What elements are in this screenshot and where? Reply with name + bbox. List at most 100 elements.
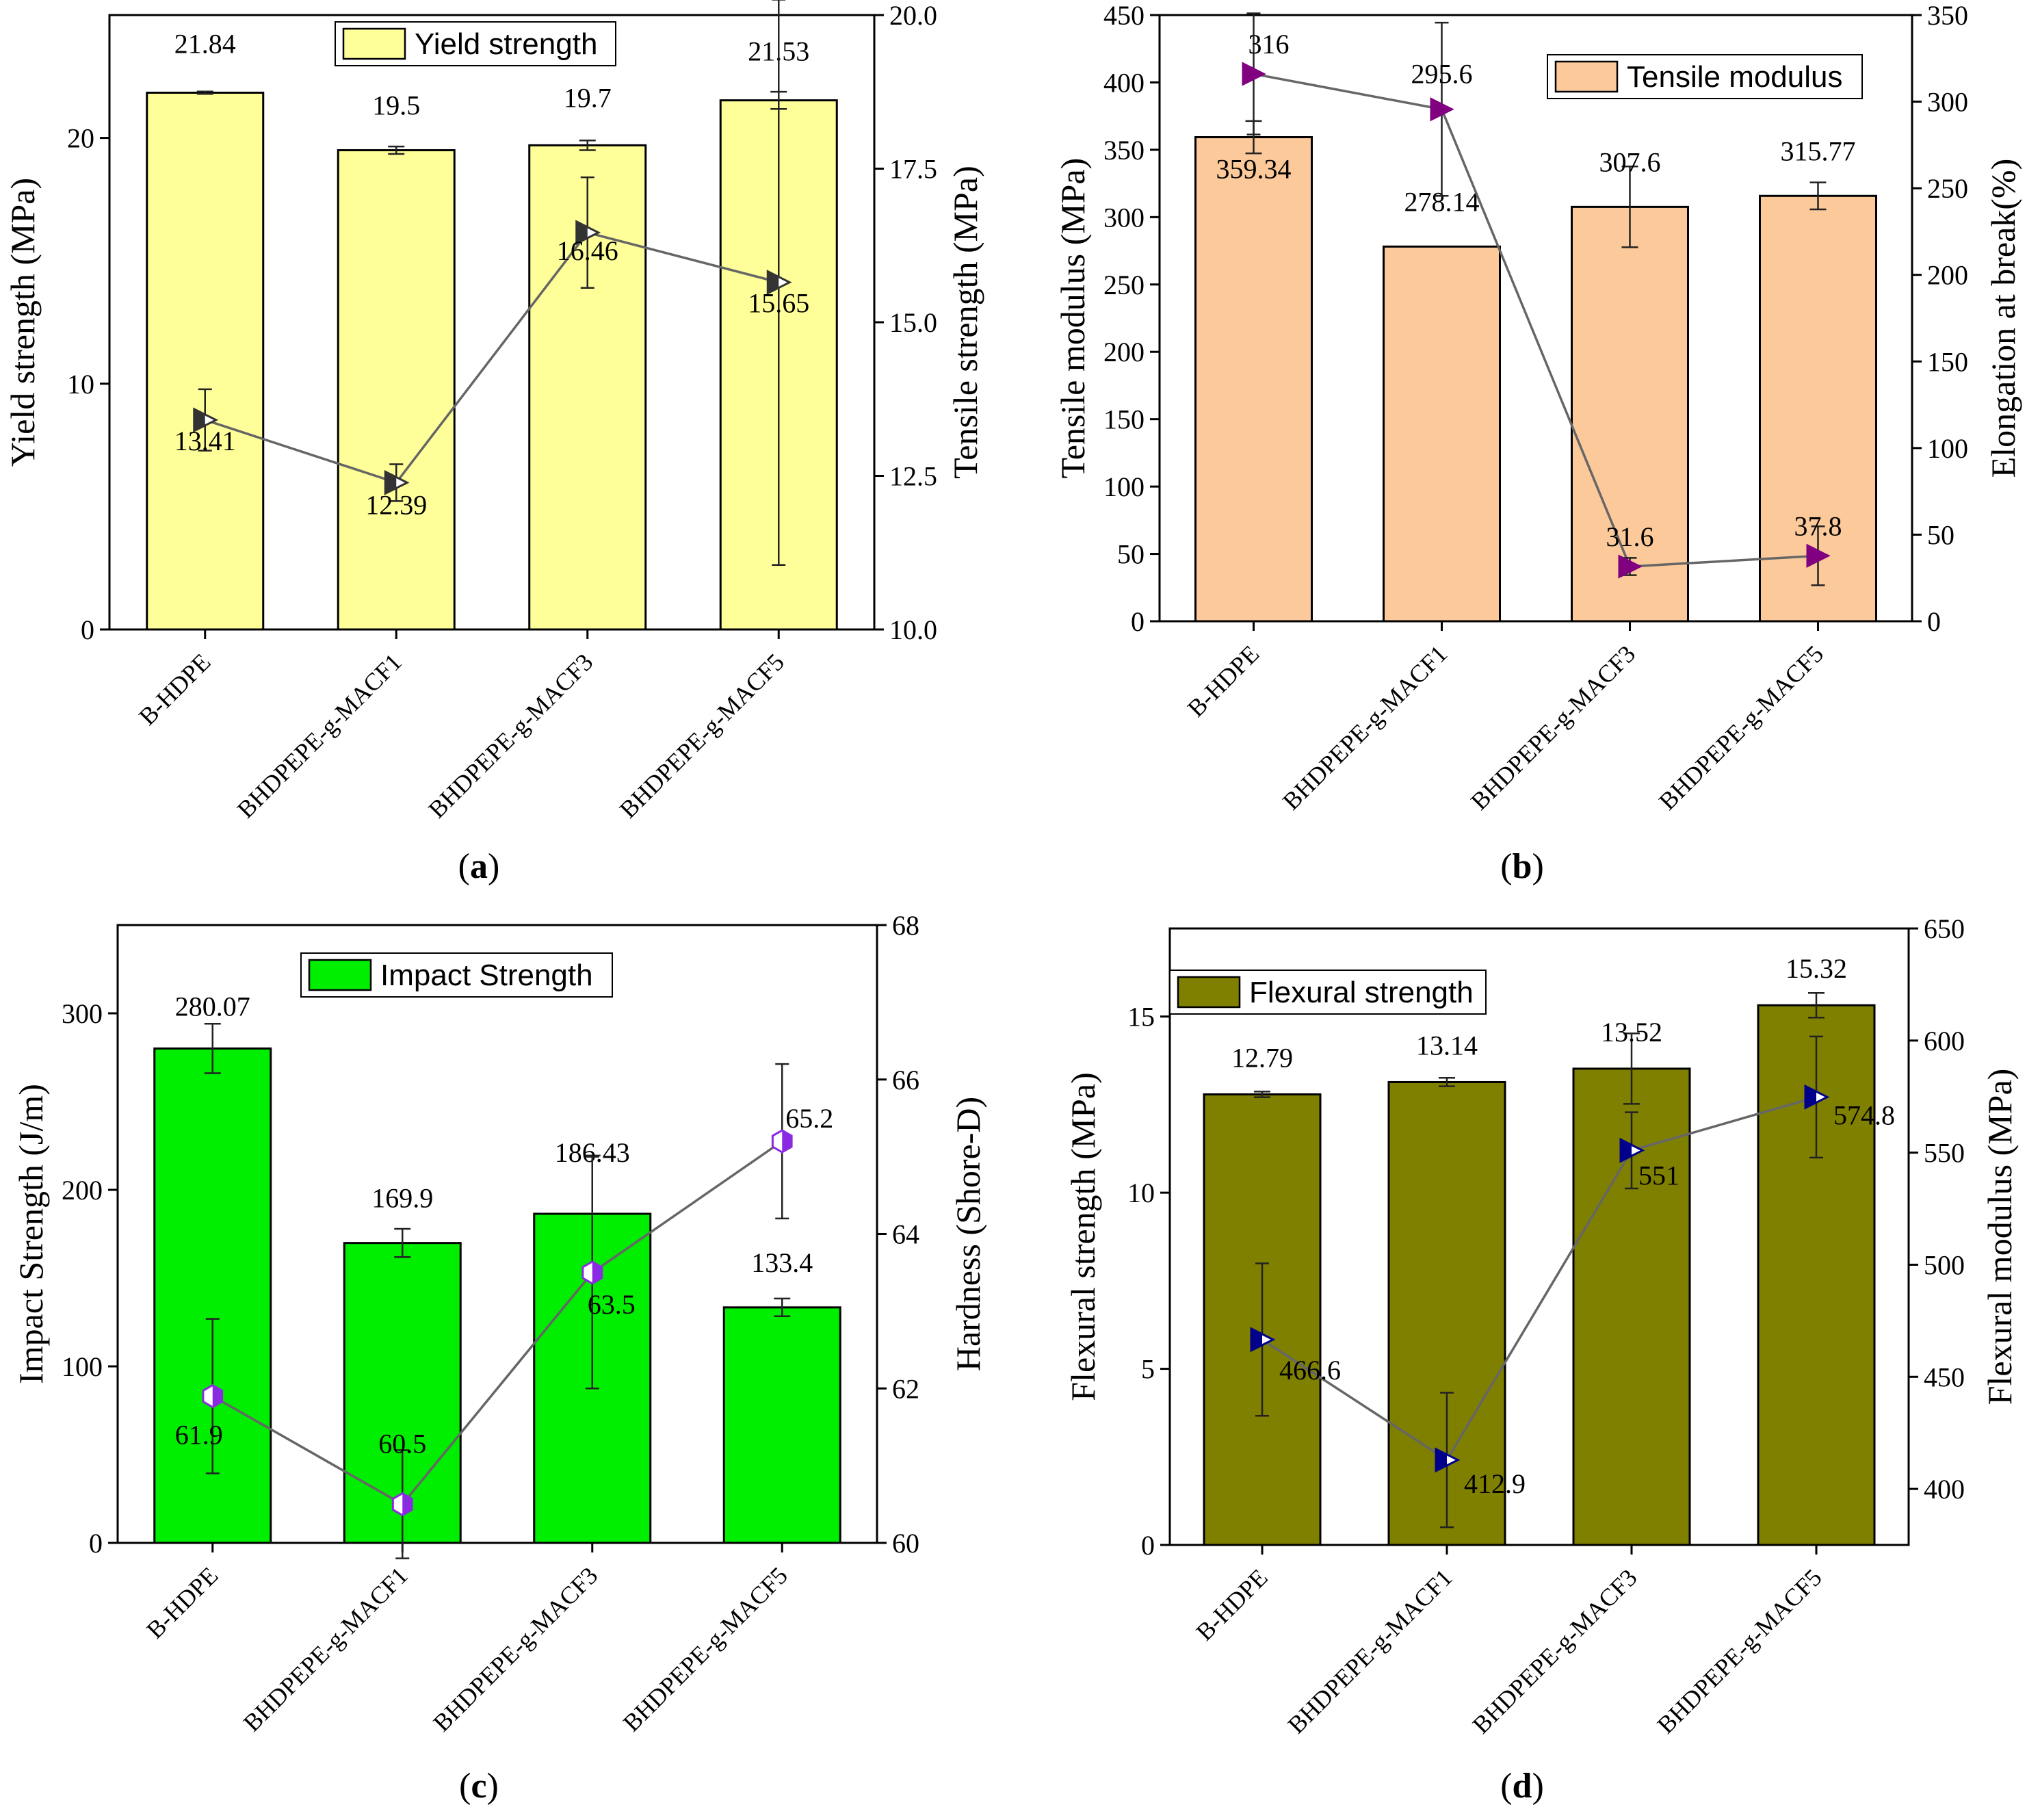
left-tick-label: 150 [1103,404,1145,435]
line-value-label: 31.6 [1606,521,1654,552]
left-tick-label: 350 [1103,135,1145,166]
bar-value-label: 280.07 [175,991,250,1022]
plot-frame [1158,14,1913,623]
left-tick-label: 200 [1103,337,1145,367]
legend-label: Impact Strength [380,959,593,992]
bar [337,149,456,631]
right-tick-label: 650 [1924,913,1965,944]
right-tick-label: 66 [892,1065,919,1095]
panel-letter: a [470,847,488,886]
legend-swatch [308,959,372,991]
right-tick-label: 350 [1927,0,1968,31]
bar-value-label: 13.52 [1601,1017,1662,1048]
line-marker-fill [212,1385,222,1407]
line-value-label: 316 [1248,29,1290,60]
x-category-label: BHDPEPE-g-MACF3 [428,1561,603,1737]
x-category-label: BHDPEPE-g-MACF5 [618,1561,793,1737]
panel-paren-close: ) [1532,1767,1543,1806]
left-tick-label: 400 [1103,67,1145,98]
left-tick-label: 10 [1127,1178,1155,1208]
line-value-label: 63.5 [588,1289,636,1320]
legend-swatch [1177,976,1241,1009]
x-category-label: BHDPEPE-g-MACF3 [1465,640,1640,815]
series-line [211,1140,783,1506]
line-value-label: 466.6 [1279,1355,1341,1386]
bar-value-label: 359.34 [1216,153,1292,184]
bar [722,1306,841,1544]
panel-paren-open: ( [1500,847,1512,886]
right-tick-label: 17.5 [889,154,937,185]
right-tick-label: 450 [1924,1362,1965,1392]
line-marker-fill [194,408,205,431]
legend: Flexural strength [1169,970,1487,1015]
right-tick-label: 64 [892,1219,919,1250]
line-marker-fill [402,1493,413,1516]
chart-panel-a: 0 10 20 10.0 12.5 15.0 17.5 20.0 Yield strength … [3,0,984,886]
legend: Tensile modulus [1547,54,1863,99]
line-value-label: 65.2 [785,1103,833,1134]
line-value-label: 61.9 [175,1420,223,1451]
left-tick-label: 250 [1103,270,1145,300]
x-category-label: BHDPEPE-g-MACF1 [232,648,407,823]
y-right-title: Elongation at break(%) [1984,159,2022,478]
line-marker [1806,543,1831,568]
legend: Yield strength [335,21,616,66]
bar [1383,245,1501,623]
bar-value-label: 21.84 [174,29,236,60]
x-category-label: BHDPEPE-g-MACF1 [1277,640,1452,815]
panel-letter: c [471,1767,486,1806]
panel-label: (c) [459,1767,499,1806]
x-category-label: BHDPEPE-g-MACF5 [614,648,789,823]
line-marker [1242,62,1266,86]
x-category-label: B-HDPE [1182,640,1264,722]
line-marker-fill [1621,1139,1632,1162]
panel-paren-open: ( [458,847,470,886]
line-value-label: 37.8 [1794,510,1842,541]
left-tick-label: 300 [62,998,103,1029]
line-marker [1430,97,1454,122]
bar-value-label: 15.32 [1786,953,1847,984]
line-marker-fill [592,1261,602,1284]
right-tick-label: 400 [1924,1474,1965,1505]
left-tick-label: 300 [1103,202,1145,233]
left-tick-label: 0 [1141,1530,1155,1561]
series-line [1253,73,1818,568]
panel-paren-close: ) [1532,847,1543,886]
right-tick-label: 50 [1927,519,1954,550]
right-tick-label: 250 [1927,173,1968,204]
left-tick-label: 100 [1103,471,1145,502]
bar-value-label: 307.6 [1599,146,1661,177]
panel-paren-open: ( [1500,1767,1512,1806]
right-tick-label: 100 [1927,433,1968,464]
bar-value-label: 169.9 [371,1183,433,1214]
line-marker-fill [1251,1328,1262,1351]
line-marker-fill [768,271,779,294]
bar [146,92,265,631]
panel-label: (a) [458,847,500,886]
right-tick-label: 68 [892,910,919,941]
left-tick-label: 5 [1141,1354,1155,1385]
series-line [205,231,779,484]
right-tick-label: 0 [1927,606,1941,637]
right-tick-label: 200 [1927,260,1968,291]
series-line [1261,1095,1817,1462]
y-left-title: Impact Strength (J/m) [12,1084,50,1384]
legend-label: Yield strength [415,27,597,61]
line-value-label: 16.46 [557,235,618,266]
right-tick-label: 550 [1924,1138,1965,1169]
line-value-label: 551 [1638,1160,1679,1191]
line-value-label: 412.9 [1464,1468,1526,1499]
panel-paren-close: ) [488,847,499,886]
right-tick-label: 60 [892,1528,919,1559]
left-tick-label: 0 [81,614,94,645]
x-category-label: BHDPEPE-g-MACF1 [1283,1563,1458,1739]
y-left-title: Yield strength (MPa) [3,178,42,467]
left-tick-label: 100 [62,1351,103,1382]
line-marker-fill [1805,1086,1816,1108]
y-right-title: Hardness (Shore-D) [949,1097,987,1371]
bar-value-label: 12.79 [1231,1042,1293,1073]
left-tick-label: 10 [67,369,94,400]
legend-swatch [1554,60,1619,93]
right-tick-label: 12.5 [889,461,937,492]
line-value-label: 15.65 [748,288,809,319]
